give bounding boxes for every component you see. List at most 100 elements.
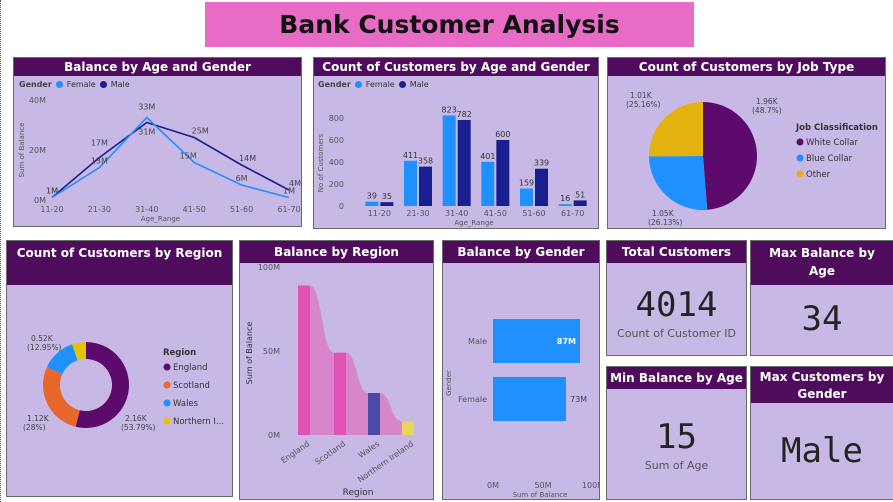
pie-data-label: 1.96K bbox=[756, 97, 779, 106]
chart-legend[interactable]: Gender Female Male bbox=[318, 80, 429, 89]
balance-region-card[interactable]: Balance by Region 100M 50M 0M Sum of Balanc… bbox=[239, 240, 434, 500]
legend-dot bbox=[796, 170, 804, 178]
region-count-card[interactable]: Count of Customers by Region 2.16K (53.79… bbox=[6, 240, 233, 497]
gender-data-label: 87M bbox=[557, 337, 576, 346]
male-bar bbox=[457, 119, 471, 206]
donut-slice bbox=[75, 342, 129, 428]
legend-item-label: England bbox=[173, 363, 208, 373]
donut-data-label: 2.16K bbox=[125, 414, 148, 423]
ribbon-connector bbox=[380, 393, 402, 435]
donut-slice bbox=[42, 367, 80, 427]
chart-legend[interactable]: Gender Female Male bbox=[19, 80, 130, 89]
pie-data-label: 1.05K bbox=[652, 209, 675, 218]
count-age-gender-card[interactable]: Count of Customers by Age and Gender Gen… bbox=[313, 57, 599, 229]
male-series-line bbox=[51, 121, 290, 199]
max-customers-gender-card[interactable]: Max Customers by Gender Male bbox=[750, 366, 893, 500]
male-data-label: 25M bbox=[192, 127, 209, 136]
job-type-pie-chart[interactable]: 1.96K(48.7%) 1.05K(26.13%) 1.01K(25.16%) Jo… bbox=[608, 76, 885, 228]
legend-title: Region bbox=[163, 348, 196, 358]
x-axis-label: Sum of Balance bbox=[513, 491, 568, 499]
x-tick-label: 41-50 bbox=[484, 209, 507, 218]
y-tick-label: 100M bbox=[258, 263, 280, 272]
female-bar bbox=[558, 204, 572, 206]
x-tick-label: 31-40 bbox=[135, 205, 158, 214]
balance-gender-bar-chart[interactable]: Male 87M Female 73M Gender 0M 50M 100M Sum of Ba… bbox=[443, 263, 599, 499]
x-tick-label: England bbox=[279, 439, 311, 465]
donut-slice bbox=[72, 342, 86, 361]
max-balance-age-value: 34 bbox=[801, 299, 843, 339]
min-balance-age-value: 15 bbox=[656, 417, 697, 457]
male-data-label: 35 bbox=[382, 192, 392, 201]
male-legend-dot bbox=[99, 81, 107, 88]
card-title: Balance by Region bbox=[240, 241, 433, 263]
gender-data-label: 73M bbox=[570, 395, 587, 404]
legend-dot bbox=[163, 381, 171, 389]
male-data-label: 4M bbox=[289, 179, 301, 188]
card-title: Count of Customers by Region bbox=[7, 241, 232, 285]
legend-item-label: Scotland bbox=[173, 381, 210, 391]
ribbon-connector bbox=[310, 285, 334, 435]
pie-data-percent: (26.13%) bbox=[648, 218, 683, 227]
gender-bar bbox=[493, 377, 566, 421]
male-data-label: 782 bbox=[457, 110, 472, 119]
female-data-label: 15M bbox=[180, 152, 197, 161]
legend-title: Gender bbox=[318, 80, 351, 89]
male-data-label: 600 bbox=[495, 130, 510, 139]
female-data-label: 411 bbox=[403, 151, 418, 160]
y-axis-label: No of Customers bbox=[317, 133, 325, 192]
female-data-label: 39 bbox=[367, 192, 377, 201]
female-data-label: 33M bbox=[138, 103, 155, 112]
female-series-line bbox=[51, 116, 290, 199]
balance-age-gender-card[interactable]: Balance by Age and Gender Gender Female … bbox=[13, 57, 302, 227]
ribbon-connector bbox=[346, 352, 368, 435]
legend-female: Female bbox=[66, 80, 96, 89]
female-bar bbox=[481, 161, 495, 206]
count-age-gender-bar-chart[interactable]: 800 600 400 200 0 No of Customers 39 35 11-20 411… bbox=[314, 88, 598, 229]
min-balance-age-card[interactable]: Min Balance by Age 15 Sum of Age bbox=[606, 366, 747, 500]
x-tick-label: 11-20 bbox=[368, 209, 391, 218]
y-tick-label: 400 bbox=[329, 158, 344, 167]
job-type-card[interactable]: Count of Customers by Job Type 1.96K (48.… bbox=[607, 57, 886, 229]
x-tick-label: 31-40 bbox=[445, 209, 468, 218]
female-bar bbox=[520, 188, 533, 206]
y-tick-label: 0 bbox=[339, 202, 344, 211]
legend-item-label: Blue Collar bbox=[806, 154, 853, 164]
x-axis-label: Age_Range bbox=[141, 215, 180, 223]
card-title: Total Customers bbox=[607, 241, 746, 263]
dashboard-title-bar: Bank Customer Analysis bbox=[205, 2, 694, 47]
male-data-label: 14M bbox=[239, 154, 256, 163]
female-legend-dot bbox=[354, 81, 362, 88]
male-data-label: 358 bbox=[418, 157, 433, 166]
y-tick-label: 800 bbox=[329, 114, 344, 123]
y-tick-label: 0M bbox=[268, 431, 280, 440]
region-bar bbox=[298, 285, 310, 435]
male-bar bbox=[535, 168, 548, 206]
pie-data-percent: (25.16%) bbox=[626, 100, 661, 109]
female-data-label: 1M bbox=[283, 187, 295, 196]
donut-data-percent: (53.79%) bbox=[121, 423, 156, 432]
x-tick-label: 61-70 bbox=[561, 209, 584, 218]
legend-dot bbox=[163, 363, 171, 371]
y-axis-label: Sum of Balance bbox=[245, 322, 254, 385]
pie-slice bbox=[649, 102, 703, 157]
region-donut-chart[interactable]: 2.16K(53.79%) 1.12K(28%) 0.52K(12.95%) Regi… bbox=[7, 285, 232, 495]
y-tick-label: 600 bbox=[329, 136, 344, 145]
total-customers-card[interactable]: Total Customers 4014 Count of Customer I… bbox=[606, 240, 747, 356]
x-axis-label: Age_Range bbox=[454, 219, 493, 227]
max-balance-age-card[interactable]: Max Balance by Age 34 bbox=[750, 240, 893, 356]
balance-gender-card[interactable]: Balance by Gender Male 87M Female 73M Gender… bbox=[442, 240, 600, 500]
y-tick-label: 20M bbox=[29, 146, 46, 155]
x-tick-label: 50M bbox=[534, 481, 551, 490]
balance-region-ribbon-chart[interactable]: 100M 50M 0M Sum of Balance England Scotland Wa… bbox=[240, 263, 433, 499]
pie-data-percent: (48.7%) bbox=[752, 106, 782, 115]
region-bar bbox=[368, 393, 380, 435]
legend-item-label: Wales bbox=[173, 399, 199, 409]
legend-male: Male bbox=[409, 80, 429, 89]
legend-dot bbox=[796, 138, 804, 146]
legend-item-label: Other bbox=[806, 170, 831, 180]
x-tick-label: 51-60 bbox=[522, 209, 545, 218]
legend-female: Female bbox=[365, 80, 395, 89]
legend-dot bbox=[163, 399, 171, 407]
total-customers-value: 4014 bbox=[635, 285, 718, 325]
